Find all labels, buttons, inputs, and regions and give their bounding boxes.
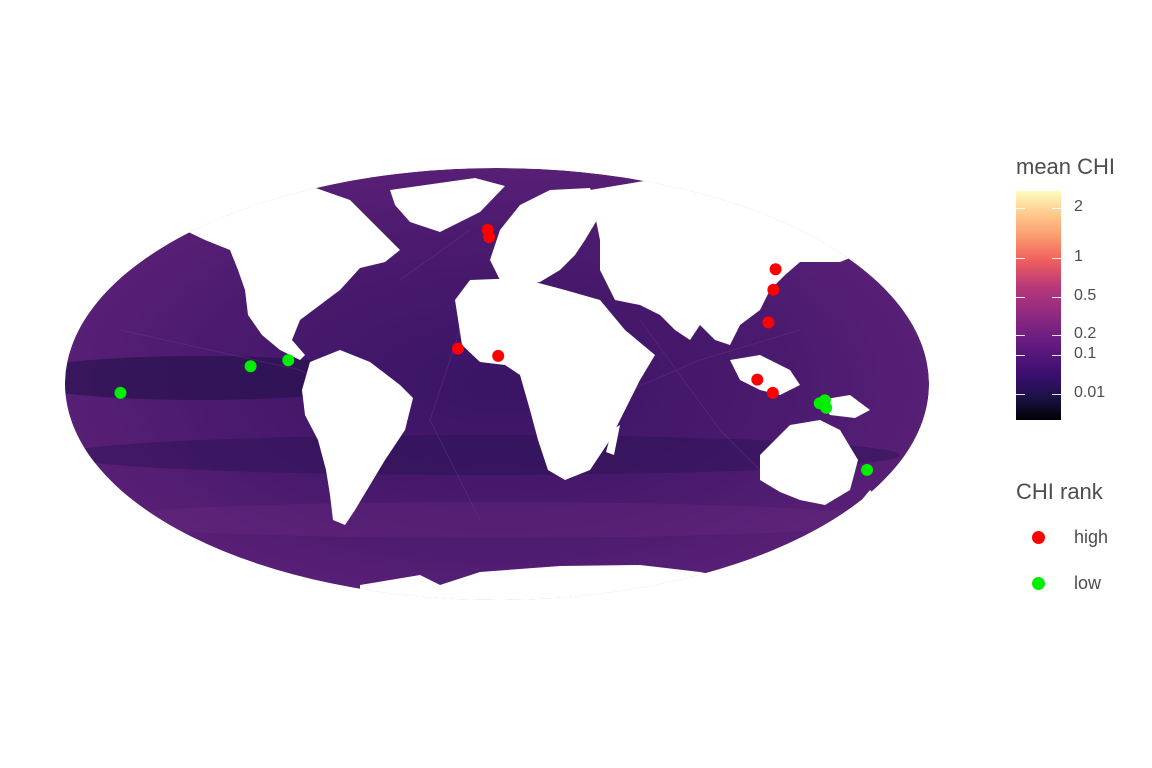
colorbar-label-0-2: 0.2 <box>1074 325 1097 342</box>
colorbar-label-1: 1 <box>1074 248 1083 265</box>
high-rank-site-8 <box>751 373 764 386</box>
land-southeast-asia <box>730 355 800 395</box>
land-north-america <box>170 186 400 360</box>
colorbar-label-0-5: 0.5 <box>1074 287 1097 304</box>
land-australia <box>760 420 858 505</box>
land-africa <box>455 278 655 480</box>
low-rank-sites <box>114 354 873 476</box>
colorbar-tick-0-01-right <box>1052 394 1061 395</box>
high-rank-site-4 <box>492 349 505 362</box>
colorbar-tick-0-1 <box>1016 355 1025 356</box>
legend-high-label: high <box>1074 527 1109 547</box>
high-rank-site-2 <box>483 231 496 244</box>
colorbar-label-2: 2 <box>1074 198 1083 215</box>
colorbar-tick-0-1-right <box>1052 355 1061 356</box>
high-rank-site-3 <box>451 342 464 355</box>
high-rank-sites <box>451 223 782 399</box>
legend-low-dot <box>1032 577 1045 590</box>
land-greenland <box>390 178 505 232</box>
colorbar-tick-2-right <box>1052 208 1061 209</box>
land-south-america <box>302 350 413 525</box>
colorbar-tick-0-2 <box>1016 335 1025 336</box>
land-europe <box>490 188 600 285</box>
high-rank-site-5 <box>769 263 782 276</box>
high-rank-site-7 <box>762 316 775 329</box>
colorbar-tick-0-5-right <box>1052 297 1061 298</box>
colorbar-label-0-1: 0.1 <box>1074 345 1097 362</box>
colorbar-tick-1 <box>1016 258 1025 259</box>
colorbar-tick-1-right <box>1052 258 1061 259</box>
legend-low-label: low <box>1074 573 1102 593</box>
chi-rank-legend-title: CHI rank <box>1016 479 1103 504</box>
colorbar-tick-2 <box>1016 208 1025 209</box>
colorbar-tick-0-5 <box>1016 297 1025 298</box>
low-rank-site-2 <box>244 360 257 373</box>
land-masses <box>170 178 880 600</box>
mean-chi-colorbar <box>1016 191 1061 420</box>
mean-chi-legend-title: mean CHI <box>1016 154 1116 179</box>
high-rank-site-9 <box>766 386 779 399</box>
land-new-guinea <box>820 395 870 418</box>
low-rank-site-6 <box>820 401 833 414</box>
legend-high-dot <box>1032 531 1045 544</box>
colorbar-tick-0-2-right <box>1052 335 1061 336</box>
low-rank-site-3 <box>282 354 295 367</box>
low-rank-site-1 <box>114 386 127 399</box>
low-rank-site-7 <box>861 463 873 476</box>
high-rank-site-6 <box>767 283 780 296</box>
colorbar-label-0-01: 0.01 <box>1074 384 1106 401</box>
colorbar-tick-0-01 <box>1016 394 1025 395</box>
land-madagascar <box>606 425 620 455</box>
